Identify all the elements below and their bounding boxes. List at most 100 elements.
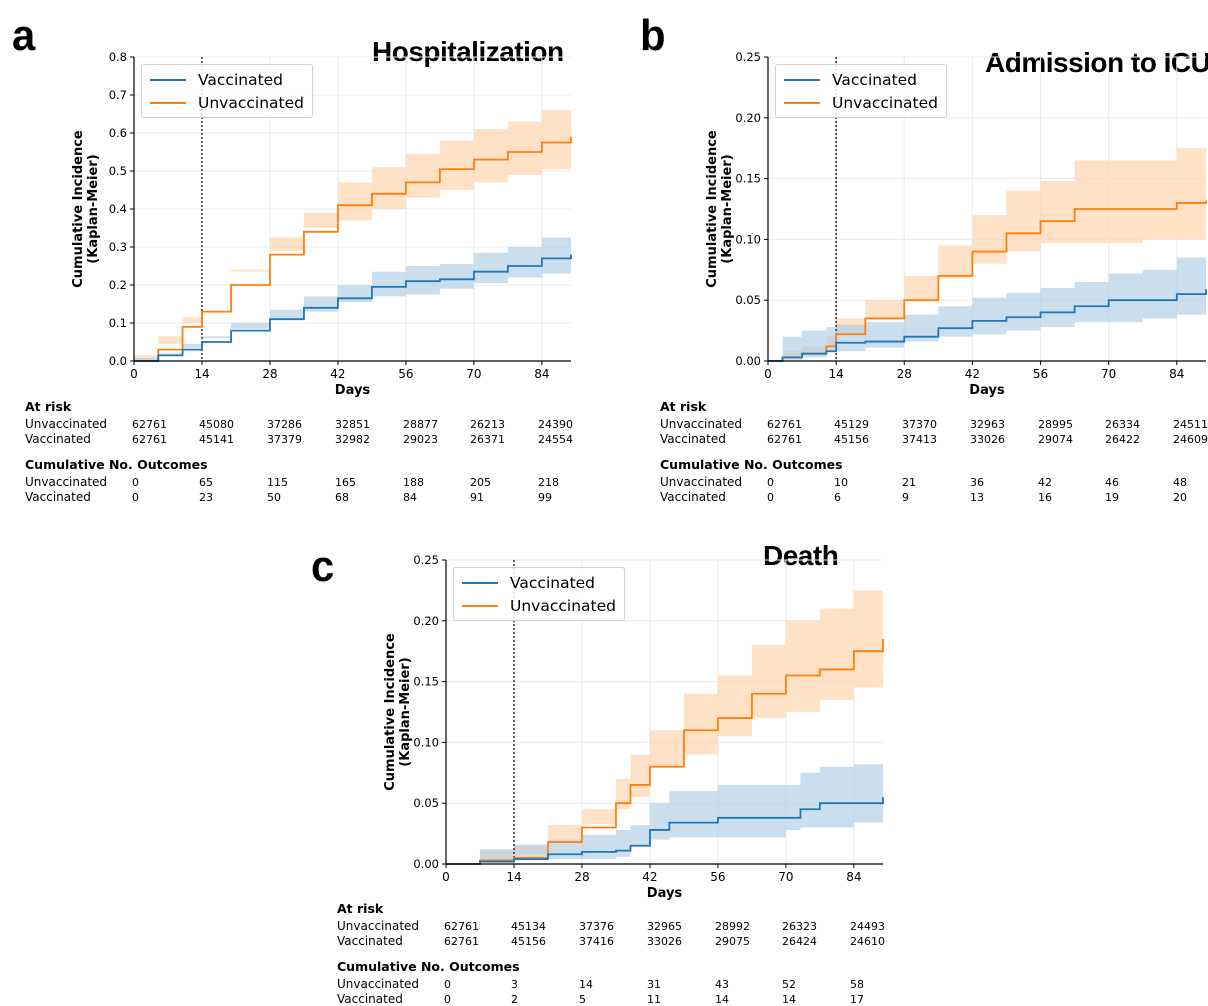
legend-label: Vaccinated — [198, 70, 284, 89]
at-risk-cell: 32851 — [335, 418, 370, 431]
y-tick-label: 0.15 — [413, 675, 439, 689]
y-tick-label: 0.10 — [413, 735, 439, 749]
x-tick-label: 56 — [1033, 367, 1048, 381]
at-risk-cell: 37286 — [267, 418, 302, 431]
at-risk-cell: 62761 — [132, 418, 167, 431]
ci-band-vaccinated — [134, 229, 571, 361]
legend-item-unvaccinated: Unvaccinated — [462, 594, 616, 617]
outcome-cell: 68 — [335, 491, 349, 504]
outcome-cell: 84 — [403, 491, 417, 504]
at-risk-cell: 29075 — [715, 935, 750, 948]
at-risk-cell: 37376 — [579, 920, 614, 933]
y-tick-label: 0.20 — [735, 111, 761, 125]
y-tick-label: 0.00 — [413, 857, 439, 871]
outcome-cell: 43 — [715, 978, 729, 991]
y-tick-label: 0.00 — [735, 354, 761, 368]
outcome-cell: 14 — [782, 993, 796, 1006]
chart-plot: 0.00 0.05 0.10 0.15 0.20 0.25 0 14 28 42 56 70 84 Day… — [705, 50, 1207, 398]
at-risk-cell: 45080 — [199, 418, 234, 431]
at-risk-cell: 26371 — [470, 433, 505, 446]
x-axis-label: Days — [969, 383, 1005, 398]
row-label: Vaccinated — [337, 934, 403, 948]
outcome-cell: 188 — [403, 476, 424, 489]
row-label: Unvaccinated — [25, 475, 108, 489]
row-label: Unvaccinated — [337, 977, 420, 991]
series-line-unvaccinated — [446, 639, 884, 865]
legend-item-vaccinated: Vaccinated — [784, 68, 938, 91]
outcome-cell: 0 — [767, 491, 774, 504]
outcome-cell: 19 — [1105, 491, 1119, 504]
x-tick-label: 14 — [828, 367, 843, 381]
y-tick-label: 0.4 — [109, 202, 127, 216]
outcome-cell: 3 — [511, 978, 518, 991]
at-risk-cell: 24554 — [538, 433, 573, 446]
x-axis-label: Days — [647, 886, 683, 901]
y-tick-label: 0.1 — [109, 316, 127, 330]
panel-letter: a — [12, 11, 36, 60]
at-risk-cell: 62761 — [444, 920, 479, 933]
outcome-cell: 16 — [1038, 491, 1052, 504]
at-risk-cell: 62761 — [444, 935, 479, 948]
y-tick-label: 0.5 — [109, 164, 127, 178]
at-risk-cell: 62761 — [767, 433, 802, 446]
outcome-cell: 10 — [834, 476, 848, 489]
row-label: Vaccinated — [25, 490, 91, 504]
at-risk-cell: 24493 — [850, 920, 885, 933]
series-line-unvaccinated — [134, 136, 572, 362]
outcome-cell: 2 — [511, 993, 518, 1006]
at-risk-cell: 37379 — [267, 433, 302, 446]
chart-title: Admission to ICU — [985, 47, 1208, 78]
outcome-cell: 20 — [1173, 491, 1187, 504]
at-risk-cell: 45156 — [511, 935, 546, 948]
at-risk-cell: 28995 — [1038, 418, 1073, 431]
chart-plot: 0.00 0.05 0.10 0.15 0.20 0.25 0 14 28 42 56 70 84 Day… — [383, 553, 884, 901]
x-tick-label: 28 — [897, 367, 912, 381]
legend-swatch — [150, 101, 186, 104]
x-tick-label: 28 — [574, 870, 589, 884]
row-label: Vaccinated — [337, 992, 403, 1006]
ci-band-vaccinated — [446, 756, 883, 864]
outcome-cell: 42 — [1038, 476, 1052, 489]
outcome-cell: 48 — [1173, 476, 1187, 489]
chart-title: Death — [763, 540, 839, 571]
outcome-cell: 218 — [538, 476, 559, 489]
at-risk-cell: 32963 — [970, 418, 1005, 431]
outcome-cell: 17 — [850, 993, 864, 1006]
legend-label: Vaccinated — [832, 70, 918, 89]
y-tick-label: 0.10 — [735, 232, 761, 246]
at-risk-cell: 32965 — [647, 920, 682, 933]
outcome-cell: 50 — [267, 491, 281, 504]
at-risk-cell: 26323 — [782, 920, 817, 933]
legend: Vaccinated Unvaccinated — [453, 567, 625, 621]
at-risk-cell: 32982 — [335, 433, 370, 446]
legend-label: Unvaccinated — [510, 596, 616, 615]
legend-item-unvaccinated: Unvaccinated — [150, 91, 304, 114]
outcome-cell: 5 — [579, 993, 586, 1006]
x-tick-label: 56 — [398, 367, 413, 381]
outcome-cell: 0 — [767, 476, 774, 489]
at-risk-cell: 37370 — [902, 418, 937, 431]
outcome-cell: 52 — [782, 978, 796, 991]
legend-label: Unvaccinated — [832, 93, 938, 112]
at-risk-cell: 62761 — [132, 433, 167, 446]
legend-swatch — [784, 78, 820, 81]
x-tick-label: 28 — [262, 367, 277, 381]
y-tick-label: 0.0 — [109, 354, 127, 368]
y-tick-label: 0.3 — [109, 240, 127, 254]
at-risk-cell: 37416 — [579, 935, 614, 948]
at-risk-cell: 45129 — [834, 418, 869, 431]
x-tick-label: 14 — [194, 367, 209, 381]
y-tick-label: 0.20 — [413, 614, 439, 628]
x-tick-label: 84 — [1169, 367, 1184, 381]
x-tick-label: 70 — [778, 870, 793, 884]
series-line-vaccinated — [134, 254, 572, 362]
at-risk-cell: 45141 — [199, 433, 234, 446]
y-tick-label: 0.05 — [413, 796, 439, 810]
legend-swatch — [462, 581, 498, 584]
outcome-cell: 31 — [647, 978, 661, 991]
y-tick-label: 0.15 — [735, 172, 761, 186]
at-risk-cell: 28992 — [715, 920, 750, 933]
x-axis-label: Days — [335, 383, 371, 398]
outcome-cell: 205 — [470, 476, 491, 489]
at-risk-cell: 24609 — [1173, 433, 1208, 446]
